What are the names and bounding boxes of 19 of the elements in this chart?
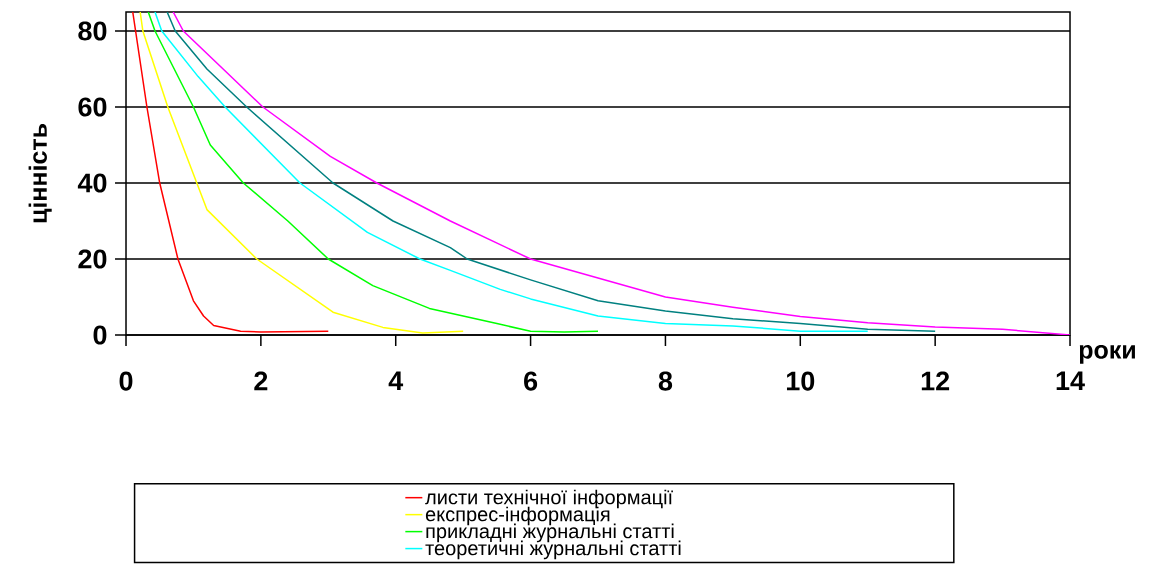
y-tick-label: 60	[78, 97, 107, 117]
x-axis-title: роки	[1079, 344, 1135, 364]
line-series	[172, 12, 1071, 335]
y-tick-label: 80	[78, 21, 107, 41]
line-series	[139, 12, 464, 334]
x-tick-label: 10	[786, 371, 815, 391]
y-tick-label: 40	[77, 173, 107, 193]
x-tick-label: 8	[658, 371, 673, 391]
x-tick-label: 6	[524, 371, 538, 391]
x-tick-label: 12	[921, 371, 950, 391]
line-series	[147, 12, 599, 333]
x-tick-label: 2	[254, 371, 268, 391]
y-axis-title: цінність	[28, 124, 52, 223]
y-tick-label: 0	[93, 325, 107, 345]
x-tick-label: 0	[119, 371, 133, 391]
y-tick-label: 20	[78, 249, 107, 269]
x-tick-label: 4	[388, 371, 404, 391]
line-series	[132, 12, 330, 333]
x-tick-label: 14	[1056, 371, 1085, 391]
